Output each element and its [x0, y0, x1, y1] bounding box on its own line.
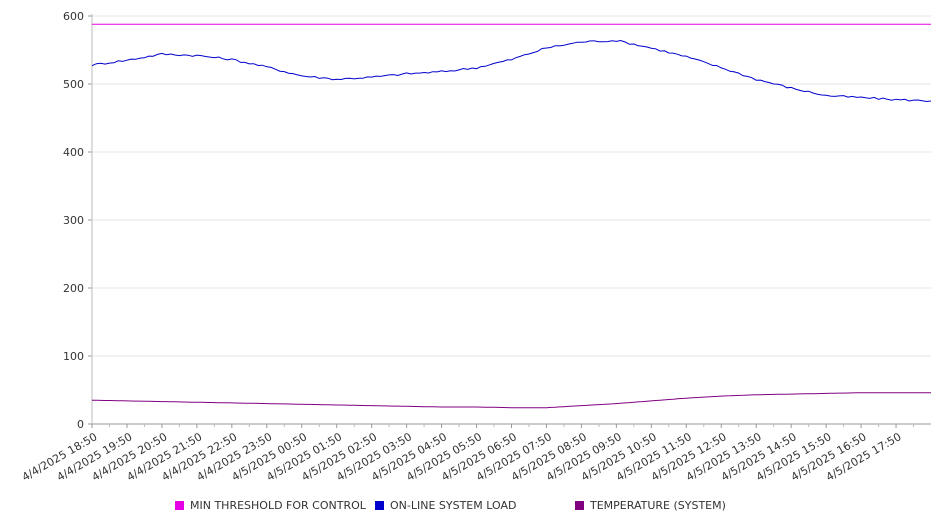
legend-item-temperature[interactable]: TEMPERATURE (SYSTEM) — [575, 499, 726, 512]
x-tick-labels: 4/4/2025 18:504/4/2025 19:504/4/2025 20:… — [20, 430, 904, 484]
y-tick-label-300: 300 — [63, 214, 84, 227]
series-lines — [91, 23, 932, 409]
y-tick-label-0: 0 — [77, 418, 84, 431]
series-line-temperature-system — [91, 392, 931, 409]
series-line-on-line-system-load — [91, 39, 932, 103]
legend-swatch-temperature — [575, 501, 584, 510]
y-tick-label-200: 200 — [63, 282, 84, 295]
legend-label-min-threshold: MIN THRESHOLD FOR CONTROL — [190, 499, 366, 512]
legend-item-system-load[interactable]: ON-LINE SYSTEM LOAD — [375, 499, 516, 512]
legend-label-system-load: ON-LINE SYSTEM LOAD — [390, 499, 517, 512]
legend-label-temperature: TEMPERATURE (SYSTEM) — [590, 499, 726, 512]
y-tick-label-400: 400 — [63, 146, 84, 159]
y-tick-label-500: 500 — [63, 78, 84, 91]
y-tick-label-600: 600 — [63, 10, 84, 23]
legend-swatch-min-threshold — [175, 501, 184, 510]
y-tick-label-100: 100 — [63, 350, 84, 363]
legend-item-min-threshold[interactable]: MIN THRESHOLD FOR CONTROL — [175, 499, 366, 512]
axes — [88, 14, 931, 428]
y-tick-labels: 0 100 200 300 400 500 600 — [63, 10, 84, 431]
gridlines — [92, 15, 931, 425]
legend: MIN THRESHOLD FOR CONTROL ON-LINE SYSTEM… — [0, 499, 946, 513]
legend-swatch-system-load — [375, 501, 384, 510]
